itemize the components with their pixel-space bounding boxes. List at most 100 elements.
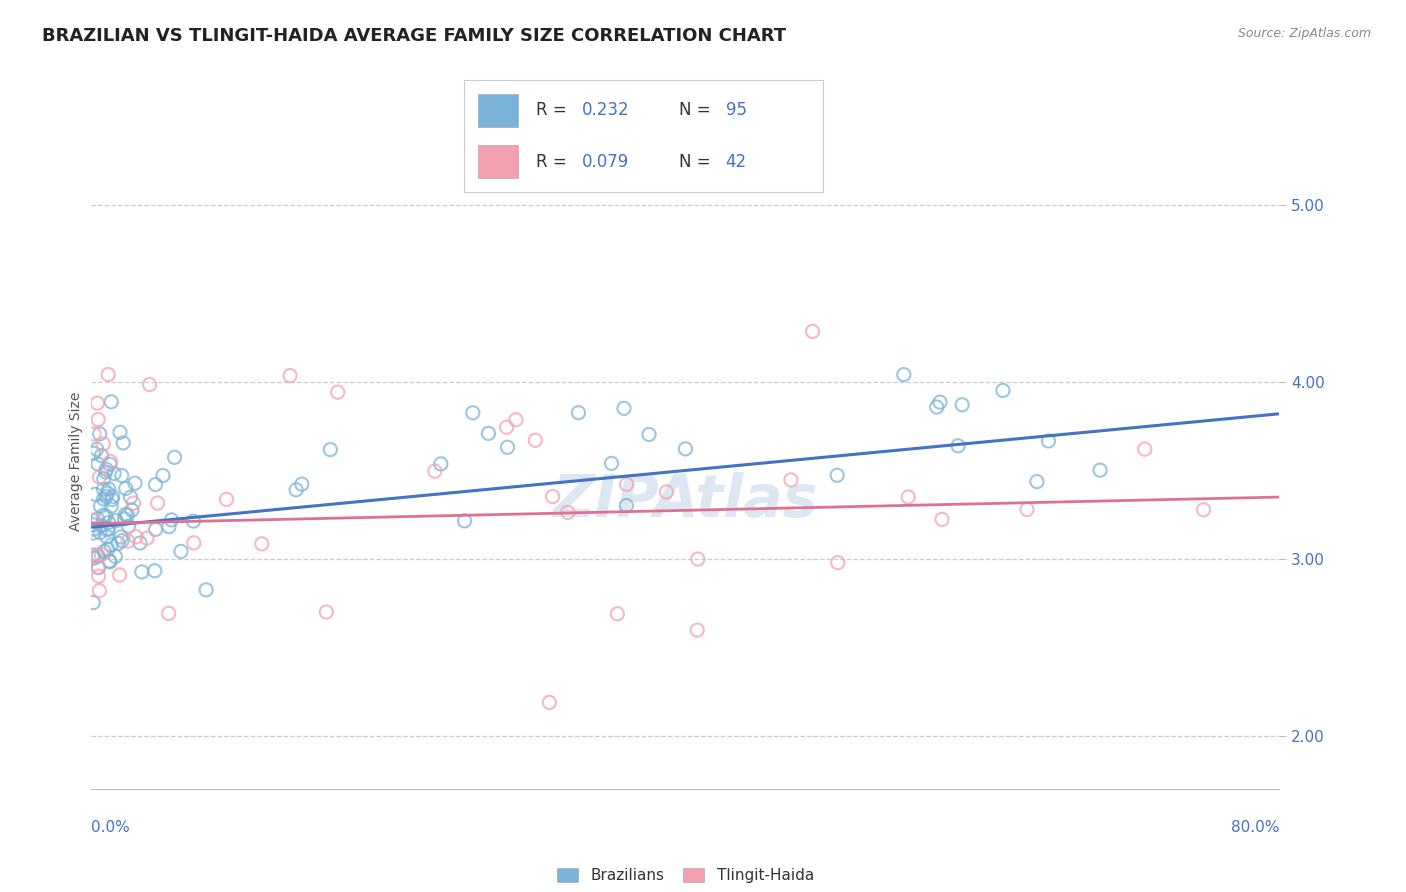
- Point: [278, 368, 301, 383]
- Text: N =: N =: [679, 102, 716, 120]
- Point: [97, 368, 120, 382]
- Point: [100, 499, 122, 513]
- Point: [97, 542, 120, 557]
- Point: [93, 544, 115, 558]
- Point: [82, 548, 104, 562]
- Point: [152, 468, 174, 483]
- Point: [96, 530, 118, 544]
- Point: [108, 425, 131, 440]
- Text: Source: ZipAtlas.com: Source: ZipAtlas.com: [1237, 27, 1371, 40]
- Point: [157, 519, 180, 533]
- Point: [121, 503, 143, 517]
- Point: [110, 530, 132, 544]
- Point: [195, 582, 218, 597]
- Point: [326, 385, 349, 400]
- Point: [100, 538, 122, 552]
- Point: [82, 522, 104, 536]
- Point: [96, 462, 118, 476]
- Bar: [478, 94, 517, 128]
- Point: [423, 464, 446, 478]
- Point: [893, 368, 915, 382]
- Point: [524, 434, 547, 448]
- Point: [83, 446, 105, 460]
- Point: [100, 455, 122, 469]
- Point: [111, 533, 134, 548]
- Point: [538, 695, 561, 709]
- Point: [103, 467, 125, 481]
- Point: [686, 552, 709, 566]
- Point: [131, 565, 153, 579]
- Point: [600, 457, 623, 471]
- Point: [90, 449, 112, 463]
- Point: [614, 499, 637, 513]
- Point: [89, 499, 111, 513]
- Point: [93, 483, 115, 497]
- Point: [87, 569, 110, 583]
- Legend: Brazilians, Tlingit-Haida: Brazilians, Tlingit-Haida: [557, 868, 814, 883]
- Text: 0.079: 0.079: [582, 153, 630, 170]
- Point: [145, 523, 167, 537]
- Point: [686, 623, 709, 637]
- Point: [136, 531, 159, 545]
- Point: [83, 426, 105, 441]
- Point: [125, 530, 148, 544]
- Point: [124, 476, 146, 491]
- Point: [112, 512, 135, 526]
- Point: [86, 396, 108, 410]
- Point: [827, 556, 849, 570]
- Point: [117, 534, 139, 549]
- Point: [101, 490, 124, 504]
- Point: [111, 468, 134, 483]
- Point: [143, 564, 166, 578]
- Point: [160, 513, 183, 527]
- Point: [87, 560, 110, 574]
- Point: [87, 412, 110, 426]
- Text: 0.0%: 0.0%: [91, 821, 131, 835]
- Point: [94, 508, 117, 523]
- Point: [120, 490, 142, 504]
- Point: [897, 490, 920, 504]
- Point: [89, 426, 111, 441]
- Y-axis label: Average Family Size: Average Family Size: [69, 392, 83, 532]
- Point: [89, 525, 111, 540]
- Point: [183, 514, 205, 528]
- Point: [96, 486, 118, 500]
- Point: [87, 549, 110, 564]
- Point: [101, 492, 124, 507]
- Text: N =: N =: [679, 153, 716, 170]
- Point: [183, 536, 205, 550]
- Point: [616, 477, 638, 491]
- Point: [315, 605, 337, 619]
- Point: [638, 427, 661, 442]
- Point: [112, 435, 135, 450]
- Point: [86, 512, 108, 526]
- Text: R =: R =: [536, 153, 572, 170]
- Point: [87, 560, 110, 574]
- Point: [146, 496, 169, 510]
- Point: [98, 458, 121, 472]
- Point: [496, 440, 519, 454]
- Point: [129, 536, 152, 550]
- Point: [84, 487, 107, 501]
- Point: [215, 492, 238, 507]
- Point: [613, 401, 636, 416]
- Point: [122, 496, 145, 510]
- Point: [430, 457, 453, 471]
- Point: [97, 482, 120, 496]
- Point: [98, 554, 121, 568]
- Point: [780, 473, 803, 487]
- Point: [94, 490, 117, 504]
- Point: [541, 490, 564, 504]
- Point: [1038, 434, 1060, 448]
- Point: [1026, 475, 1049, 489]
- Point: [91, 508, 114, 523]
- Point: [567, 406, 589, 420]
- Point: [170, 544, 193, 558]
- Point: [946, 439, 969, 453]
- Point: [801, 325, 824, 339]
- Point: [505, 413, 527, 427]
- Point: [157, 607, 180, 621]
- Point: [1088, 463, 1111, 477]
- Point: [1192, 502, 1215, 516]
- Point: [82, 596, 104, 610]
